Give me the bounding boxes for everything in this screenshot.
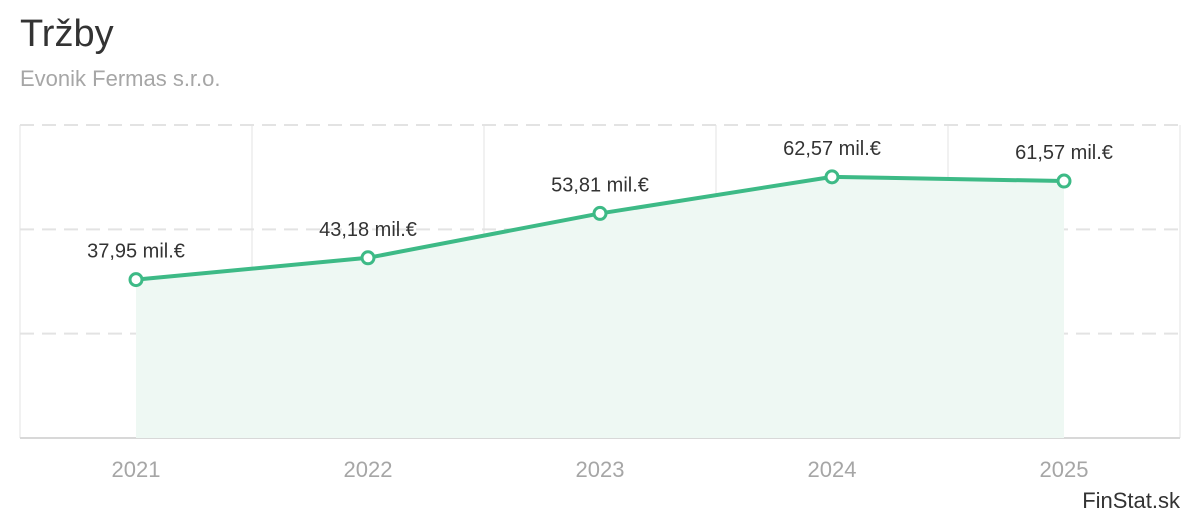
- chart-subtitle: Evonik Fermas s.r.o.: [20, 66, 221, 91]
- x-tick-label-2024: 2024: [808, 457, 857, 482]
- data-label-2025: 61,57 mil.€: [1015, 142, 1113, 164]
- data-label-2024: 62,57 mil.€: [783, 138, 881, 160]
- x-tick-label-2022: 2022: [344, 457, 393, 482]
- data-point-2023: [592, 205, 608, 221]
- series-area: [136, 176, 1064, 439]
- x-tick-label-2023: 2023: [576, 457, 625, 482]
- data-point-2022: [360, 250, 376, 266]
- data-point-2021: [128, 272, 144, 288]
- data-label-2021: 37,95 mil.€: [87, 241, 185, 263]
- data-label-2023: 53,81 mil.€: [551, 174, 649, 196]
- data-label-2022: 43,18 mil.€: [319, 219, 417, 241]
- data-point-2025: [1056, 173, 1072, 189]
- brand-logo-text[interactable]: FinStat.sk: [1082, 488, 1180, 513]
- x-tick-label-2025: 2025: [1040, 457, 1089, 482]
- data-point-2024: [824, 169, 840, 185]
- x-tick-label-2021: 2021: [112, 457, 161, 482]
- chart-title: Tržby: [20, 13, 114, 55]
